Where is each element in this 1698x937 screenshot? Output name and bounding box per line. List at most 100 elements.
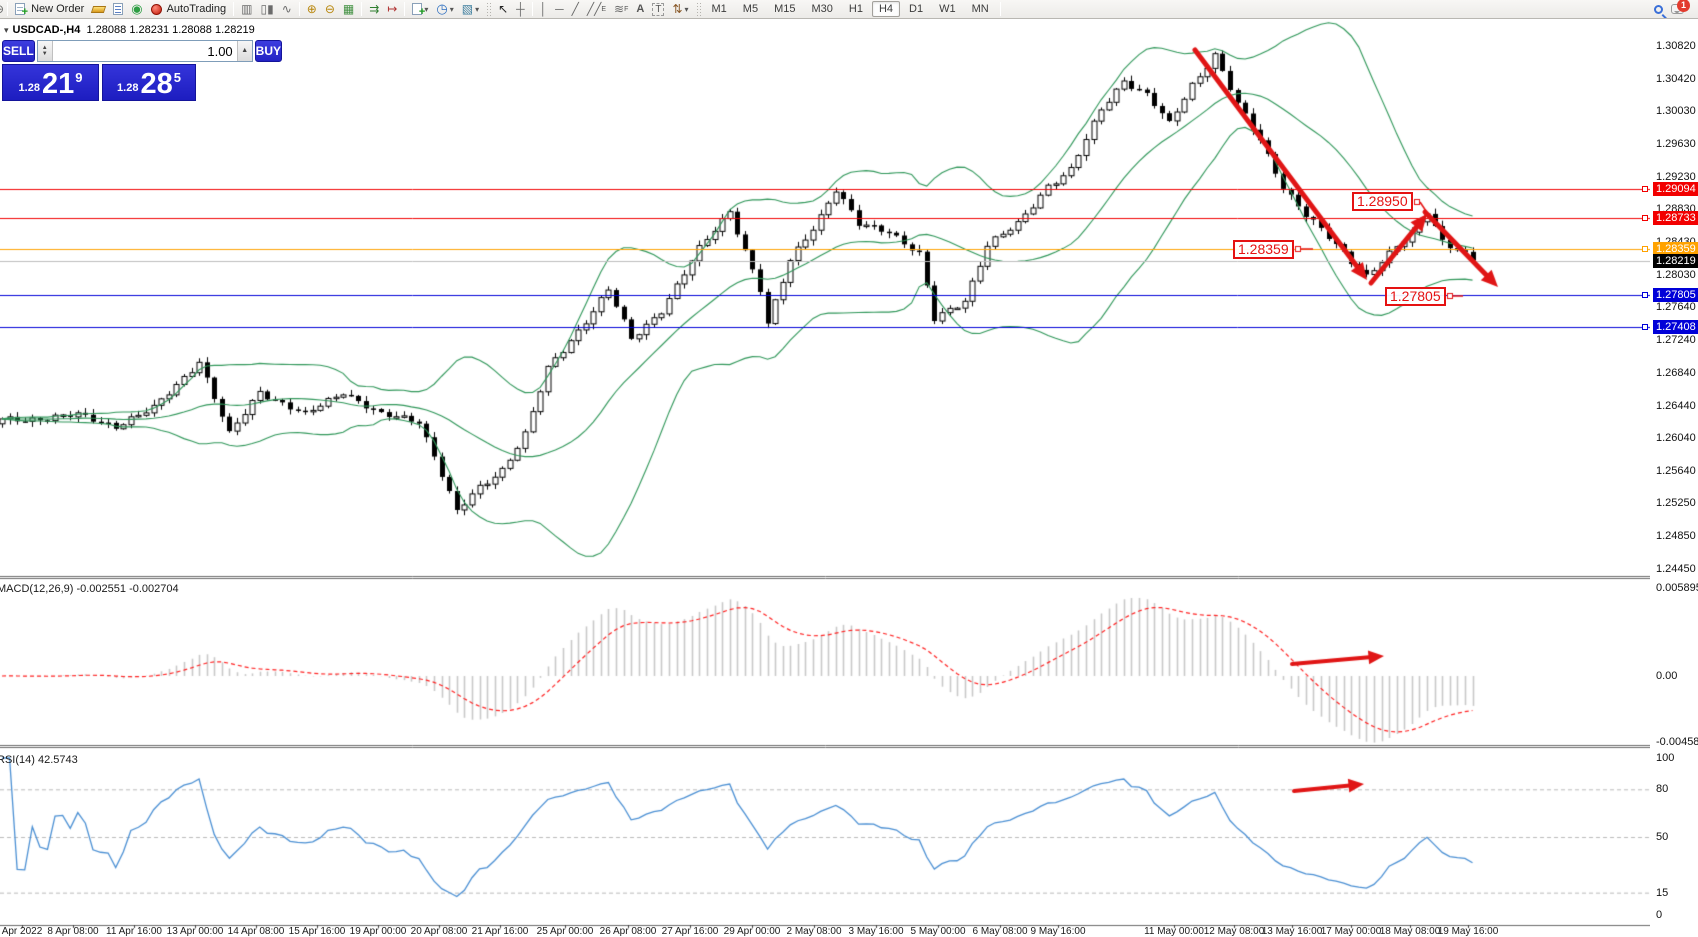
fibonacci-tool-button[interactable]: ≋ F	[610, 1, 632, 18]
level-line-handle[interactable]	[1642, 185, 1648, 192]
rsi-indicator-label: RSI(14) 42.5743	[0, 754, 78, 766]
bar-chart-mode-button[interactable]: ▥	[237, 1, 256, 18]
macd-axis-max: 0.005895	[1656, 582, 1698, 594]
candle-chart-mode-button[interactable]: ▯▮	[256, 1, 277, 18]
time-tick-label: 25 Apr 00:00	[536, 926, 594, 937]
indicators-button[interactable]: ▧ ▾	[458, 1, 483, 18]
tab-timeframe-d1[interactable]: D1	[909, 3, 924, 15]
toolbar-separator	[999, 2, 1001, 16]
price-tick-label: 1.27240	[1656, 333, 1696, 346]
price-tag-1-28950[interactable]: 1.28950	[1352, 192, 1413, 211]
zoom-in-button[interactable]: ⊕	[303, 1, 321, 18]
trendline-icon: ╱	[571, 2, 579, 16]
arrows-tool-button[interactable]: ⇅ ▾	[668, 1, 692, 18]
zoom-in-icon: ⊕	[306, 2, 317, 16]
candlestick-icon: ▯▮	[260, 2, 274, 16]
price-tick-label: 1.29630	[1656, 137, 1696, 150]
hline-tool-button[interactable]: ─	[551, 1, 568, 18]
tab-timeframe-m1[interactable]: M1	[711, 3, 727, 15]
text-tool-label: A	[636, 3, 645, 15]
toolbar: ⊕ + New Order ◉ AutoTrading ▥ ▯▮ ∿ ⊕ ⊖ ▦…	[0, 0, 1698, 19]
macd-axis-min: -0.004586	[1656, 736, 1698, 748]
tab-timeframe-w1[interactable]: W1	[939, 3, 956, 15]
price-tick-label: 1.25250	[1656, 497, 1696, 510]
chart-shift-button[interactable]: ⇉	[365, 1, 383, 18]
channel-tool-button[interactable]: ╱╱ E	[583, 1, 610, 18]
tab-timeframe-mn[interactable]: MN	[971, 3, 989, 15]
price-tag-1-28359[interactable]: 1.28359	[1233, 240, 1294, 259]
new-order-icon: +	[15, 3, 28, 18]
template-icon: +	[412, 3, 425, 18]
vline-tool-button[interactable]: │	[536, 1, 552, 18]
label-tool-icon: T	[652, 2, 665, 16]
rsi-axis-100: 100	[1656, 752, 1675, 764]
fibo-tool-label: F	[624, 5, 629, 13]
price-tick-label: 1.29230	[1656, 170, 1696, 183]
time-tick-label: 13 May 16:00	[1261, 926, 1323, 937]
price-tick-label: 1.24450	[1656, 562, 1696, 575]
fibonacci-icon: ≋	[614, 2, 625, 16]
price-tag-1-27805[interactable]: 1.27805	[1385, 287, 1446, 306]
templates-button[interactable]: + ▾	[408, 1, 432, 18]
level-line-handle[interactable]	[1642, 215, 1648, 222]
rsi-axis-80: 80	[1656, 783, 1669, 795]
time-tick-label: 11 Apr 16:00	[106, 926, 162, 937]
level-line-handle[interactable]	[1642, 246, 1648, 253]
tab-timeframe-m5[interactable]: M5	[742, 3, 759, 15]
rsi-axis-0: 0	[1656, 909, 1663, 921]
tab-timeframe-h1[interactable]: H1	[848, 3, 863, 15]
time-tick-label: 18 May 08:00	[1379, 926, 1441, 937]
line-chart-mode-button[interactable]: ∿	[278, 1, 296, 18]
clock-icon: ◷	[436, 1, 448, 16]
autotrading-button[interactable]: AutoTrading	[147, 1, 231, 18]
label-tool-button[interactable]: T	[648, 1, 668, 18]
toolbar-drag-handle[interactable]	[695, 2, 701, 16]
toolbar-separator	[531, 2, 533, 16]
price-tick-label: 1.26840	[1656, 366, 1696, 379]
price-tick-label: 1.24850	[1656, 530, 1696, 543]
channel-tool-label: E	[601, 5, 607, 13]
time-tick-label: 8 Apr 08:00	[47, 926, 99, 937]
time-tick-label: 20 Apr 08:00	[410, 926, 468, 937]
auto-scroll-button[interactable]: ↦	[383, 1, 401, 18]
notifications-button[interactable]: 1	[1667, 0, 1690, 18]
level-line-handle[interactable]	[1642, 291, 1648, 298]
cursor-tool-button[interactable]: ↖	[494, 1, 512, 18]
price-tick-label: 1.26040	[1656, 432, 1696, 445]
gold-ingot-icon	[91, 5, 107, 13]
tile-windows-icon: ▦	[342, 2, 355, 16]
time-tick-label: 12 May 08:00	[1203, 926, 1265, 937]
zoom-out-button[interactable]: ⊖	[321, 1, 339, 18]
level-line-handle[interactable]	[1642, 324, 1648, 331]
news-button[interactable]: ◉	[127, 1, 146, 18]
search-button[interactable]	[1650, 1, 1667, 18]
tile-windows-button[interactable]: ▦	[339, 1, 358, 18]
price-tick-label: 1.25640	[1656, 465, 1696, 478]
tab-timeframe-m30[interactable]: M30	[811, 3, 833, 15]
auto-scroll-icon: ↦	[387, 2, 398, 16]
time-tick-label: 14 Apr 08:00	[227, 926, 285, 937]
new-order-button[interactable]: + New Order	[11, 1, 88, 18]
report-button[interactable]	[109, 1, 127, 18]
time-tick-label: 2 May 08:00	[786, 926, 842, 937]
toolbar-drag-handle[interactable]	[486, 2, 492, 16]
toolbar-separator	[233, 2, 235, 16]
text-tool-button[interactable]: A	[632, 1, 648, 18]
trendline-tool-button[interactable]: ╱	[568, 1, 583, 18]
tab-timeframe-m15[interactable]: M15	[774, 3, 796, 15]
price-tick-label: 1.30820	[1656, 40, 1696, 52]
macd-axis-zero: 0.00	[1656, 670, 1678, 682]
time-tick-label: 13 Apr 00:00	[166, 926, 224, 937]
chevron-down-icon: ▾	[475, 4, 480, 14]
autotrading-icon	[150, 3, 162, 15]
period-button[interactable]: ◷ ▾	[432, 1, 457, 18]
deposit-button[interactable]	[88, 1, 109, 18]
chevron-down-icon: ▾	[684, 4, 689, 14]
tab-timeframe-h4[interactable]: H4	[871, 1, 901, 17]
time-tick-label: 17 May 00:00	[1320, 926, 1382, 937]
toolbar-separator	[7, 2, 9, 16]
chart-plot-area[interactable]	[0, 20, 1650, 930]
crosshair-tool-button[interactable]: ┼	[512, 1, 529, 18]
time-tick-label: 9 May 16:00	[1030, 926, 1086, 937]
